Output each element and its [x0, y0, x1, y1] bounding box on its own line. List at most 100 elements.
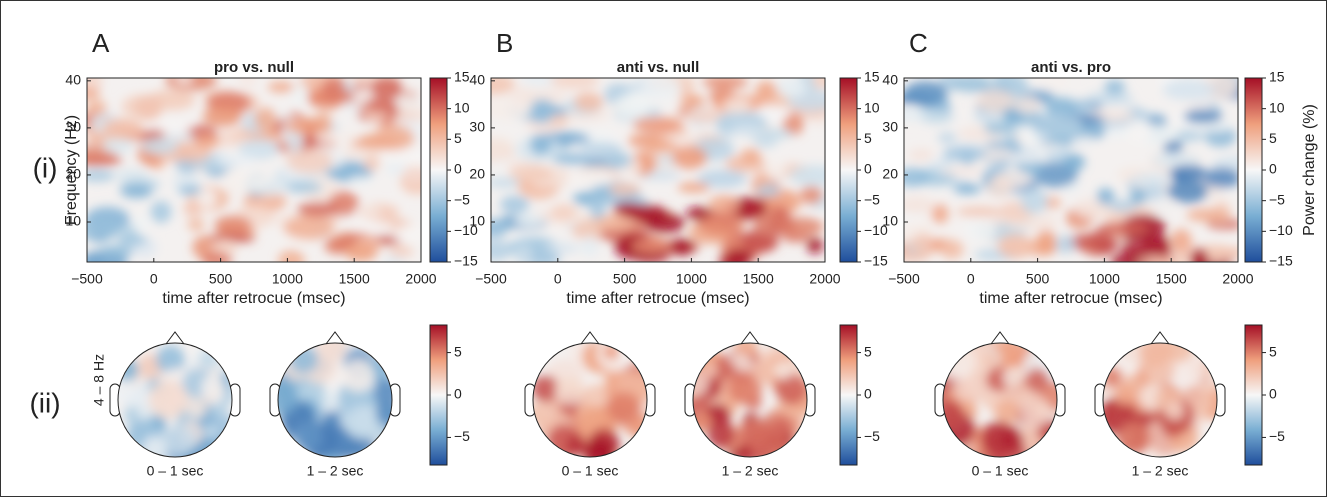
heatmap-blob	[566, 169, 616, 187]
heatmap-blob	[799, 186, 823, 205]
head-outline	[277, 342, 393, 458]
topo-colorbar-tick-label: −5	[454, 428, 470, 444]
heatmap-blob	[645, 140, 678, 154]
panel-title: pro vs. null	[214, 59, 294, 76]
head-nose	[580, 331, 600, 345]
heatmap-blob	[937, 132, 957, 143]
heatmap-blob	[545, 242, 579, 254]
colorbar	[839, 77, 858, 263]
heatmap-blob	[491, 137, 514, 158]
colorbar-tick-label: 5	[1269, 130, 1277, 146]
heatmap-blob	[393, 223, 421, 244]
topo-blob	[998, 427, 1024, 452]
colorbar	[1244, 77, 1263, 263]
x-tick-label: 500	[613, 271, 637, 287]
x-tick-label: 1000	[676, 271, 707, 287]
topo-texture	[1103, 343, 1217, 457]
heatmap-blob	[550, 203, 577, 221]
colorbar-tick-label: 15	[454, 69, 470, 85]
topomap	[278, 343, 392, 457]
x-axis-label: time after retrocue (msec)	[979, 290, 1162, 307]
heatmap-blob	[789, 164, 825, 187]
heatmap-blob	[116, 235, 148, 246]
colorbar	[429, 77, 448, 263]
colorbar-tick-label: 10	[1269, 99, 1285, 115]
heatmap-blob	[402, 165, 421, 184]
heatmap-blob	[1130, 173, 1172, 186]
head-outline	[532, 342, 648, 458]
heatmap-blob	[211, 239, 239, 256]
x-tick-label: −500	[475, 271, 507, 287]
heatmap-blob	[1119, 242, 1172, 256]
topo-colorbar	[839, 324, 858, 466]
colorbar-tick-label: −5	[1269, 191, 1285, 207]
heatmap-blob	[632, 116, 684, 133]
heatmap-blob	[202, 105, 242, 127]
heatmap-blob	[130, 215, 152, 232]
head-nose	[165, 331, 185, 345]
heatmap-blob	[187, 218, 205, 232]
heatmap-blob	[730, 124, 764, 136]
heatmap-texture	[491, 78, 825, 262]
heatmap-texture	[904, 78, 1238, 262]
topo-blob	[1114, 384, 1136, 406]
heatmap-blob	[225, 169, 270, 192]
heatmap-blob	[1203, 167, 1238, 189]
heatmap-blob	[1104, 79, 1126, 95]
heatmap-blob	[1108, 199, 1136, 212]
head-outline	[1102, 342, 1218, 458]
topo-texture	[533, 343, 647, 457]
heatmap-blob	[1020, 188, 1049, 214]
heatmap-blob	[573, 92, 604, 112]
heatmap-blob	[345, 242, 377, 262]
heatmap-blob	[238, 78, 257, 88]
heatmap-blob	[102, 136, 133, 154]
heatmap-blob	[1152, 150, 1200, 170]
heatmap-blob	[1096, 188, 1115, 205]
heatmap-blob	[297, 201, 339, 218]
heatmap-blob	[354, 205, 382, 218]
topo-blob	[775, 373, 807, 405]
y-tick-label: 30	[65, 119, 81, 135]
heatmap	[904, 78, 1238, 262]
topo-label: 0 – 1 sec	[562, 463, 619, 479]
head-outline	[692, 342, 808, 458]
topo-colorbar-tick-label: 0	[454, 386, 462, 402]
topo-blob	[1002, 366, 1024, 389]
y-axis-label: Frequency (Hz)	[63, 115, 80, 225]
heatmap-blob	[500, 195, 530, 214]
topo-colorbar	[1244, 324, 1263, 466]
topo-colorbar-tick-label: 0	[1269, 386, 1277, 402]
panel-title: anti vs. pro	[1031, 59, 1111, 76]
heatmap-blob	[514, 212, 544, 227]
heatmap-blob	[372, 125, 415, 151]
heatmap-blob	[1013, 96, 1041, 114]
heatmap-blob	[1183, 109, 1224, 124]
topo-texture	[118, 343, 232, 457]
head-nose	[325, 331, 345, 345]
heatmap-blob	[87, 219, 120, 242]
topo-blob	[735, 444, 754, 457]
y-tick-label: 40	[469, 72, 485, 88]
heatmap-blob	[352, 220, 395, 234]
heatmap-blob	[671, 145, 707, 170]
head-nose	[740, 331, 760, 345]
heatmap-blob	[755, 80, 778, 102]
colorbar-tick-label: −5	[864, 191, 880, 207]
colorbar-tick-label: −15	[1269, 253, 1293, 269]
heatmap-blob	[385, 161, 407, 176]
heatmap-blob	[956, 206, 1004, 217]
heatmap-blob	[286, 118, 333, 135]
topo-blob	[289, 345, 318, 374]
heatmap-blob	[940, 239, 964, 260]
heatmap-blob	[549, 114, 569, 127]
heatmap-blob	[141, 137, 179, 155]
y-tick-label: 30	[469, 119, 485, 135]
panel-title: anti vs. null	[617, 59, 700, 76]
topo-blob	[197, 348, 219, 370]
heatmap	[491, 78, 825, 262]
heatmap-blob	[682, 109, 728, 123]
topo-label: 0 – 1 sec	[972, 463, 1029, 479]
topo-blob	[728, 370, 763, 405]
heatmap-blob	[908, 148, 934, 161]
